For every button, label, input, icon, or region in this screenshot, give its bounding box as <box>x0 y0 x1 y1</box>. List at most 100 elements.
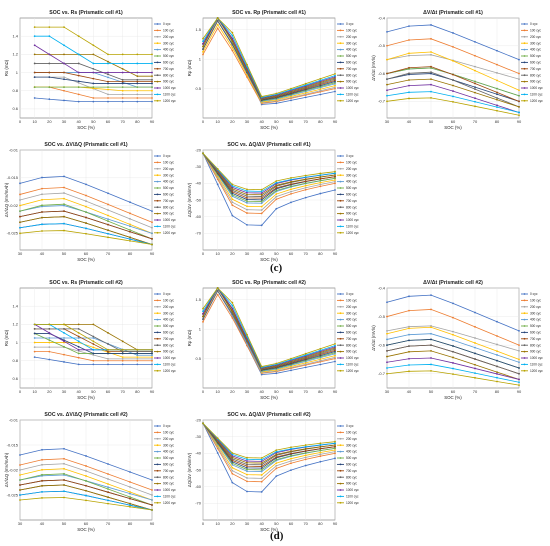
data-point <box>430 71 432 74</box>
legend-label: 1000 cyc <box>530 356 543 360</box>
x-tick-label: 60 <box>84 251 89 256</box>
data-point <box>19 469 21 471</box>
legend-label: 900 cyc <box>346 482 357 486</box>
data-point <box>408 339 410 342</box>
legend-label: 300 cyc <box>346 443 357 447</box>
data-point <box>386 329 388 332</box>
data-point <box>386 315 388 318</box>
data-point <box>496 354 498 356</box>
x-tick-label: 50 <box>429 119 434 124</box>
data-point <box>121 356 124 358</box>
data-point <box>63 462 65 465</box>
subplot-title: SOC vs. Rp (Prismatic cell #1) <box>232 10 306 16</box>
legend-marker <box>339 35 342 38</box>
data-point <box>41 458 43 461</box>
data-point <box>518 58 520 61</box>
data-point <box>77 35 80 38</box>
data-point <box>121 89 124 92</box>
series-line-1000-cyc <box>202 17 336 99</box>
legend-label: 500 cyc <box>163 186 174 190</box>
legend-marker <box>339 482 342 485</box>
legend-marker <box>156 55 159 57</box>
data-point <box>260 462 263 464</box>
data-point <box>92 363 95 366</box>
legend-label: 100 cyc <box>346 431 357 435</box>
data-point <box>452 90 454 92</box>
data-point <box>386 58 388 61</box>
legend-label: 200 cyc <box>163 167 174 171</box>
data-point <box>63 447 65 450</box>
legend-label: 900 cyc <box>163 212 174 216</box>
data-point <box>260 202 263 205</box>
data-point <box>319 447 322 450</box>
data-point <box>107 82 109 85</box>
legend: 0 cyc 100 cyc 200 cyc 300 cyc 400 cyc 500 cyc… <box>521 22 543 103</box>
data-point <box>304 188 307 191</box>
data-point <box>496 97 498 99</box>
data-point <box>77 81 80 84</box>
data-point <box>408 66 410 69</box>
data-point <box>518 378 520 381</box>
data-point <box>452 345 454 347</box>
data-point <box>518 344 520 347</box>
data-point <box>246 212 248 214</box>
data-point <box>496 93 498 96</box>
data-point <box>216 289 219 292</box>
data-point <box>452 302 454 305</box>
data-point <box>304 354 307 356</box>
y-axis-label: ΔV/Δt (mV/s) <box>371 325 376 351</box>
subplot-8: ΔV/Δt (Prismatic cell #2) 30 40 50 60 70 80 90 -… <box>371 280 543 400</box>
x-tick-label: 70 <box>473 389 478 394</box>
legend-marker <box>523 87 526 89</box>
data-point <box>386 355 388 358</box>
legend-label: 400 cyc <box>346 180 357 184</box>
subplot-5: SOC vs. ΔQ/ΔV (Prismatic cell #1) 0 10 20 30… <box>187 142 359 262</box>
data-point <box>304 196 307 199</box>
legend-marker <box>339 87 342 89</box>
data-point <box>319 347 322 350</box>
data-point <box>334 452 336 455</box>
legend-label: 1200 cyc <box>163 501 176 505</box>
data-point <box>33 26 36 28</box>
series-line-500-cyc <box>202 423 336 471</box>
data-point <box>275 467 278 470</box>
data-point <box>107 358 109 360</box>
data-point <box>216 287 219 289</box>
subplot-9: SOC vs. ΔV/ΔQ (Prismatic cell #2) 30 40 50 6… <box>4 412 176 532</box>
data-point <box>231 466 234 469</box>
data-point <box>48 26 51 28</box>
data-point <box>518 89 520 92</box>
subplot-title: SOC vs. ΔV/ΔQ (Prismatic cell #2) <box>44 412 128 418</box>
legend-label: 800 cyc <box>346 73 357 77</box>
data-point <box>260 192 263 194</box>
data-point <box>48 71 51 74</box>
data-point <box>19 210 21 213</box>
data-point <box>334 177 336 180</box>
legend-marker <box>156 344 159 347</box>
legend-marker <box>156 450 159 453</box>
data-point <box>319 442 322 445</box>
y-tick-label: 1 <box>199 56 202 61</box>
legend-label: 900 cyc <box>346 350 357 354</box>
data-point <box>63 203 65 206</box>
data-point <box>136 354 139 357</box>
data-point <box>430 96 432 99</box>
legend-marker <box>156 161 159 164</box>
legend-label: 600 cyc <box>346 61 357 65</box>
data-point <box>518 111 520 114</box>
data-point <box>304 363 307 366</box>
data-point <box>19 226 21 229</box>
legend-label: 300 cyc <box>346 173 357 177</box>
data-point <box>107 232 109 235</box>
data-point <box>334 175 336 178</box>
data-point <box>304 451 307 454</box>
data-point <box>107 88 109 91</box>
data-point <box>136 97 139 99</box>
data-point <box>319 179 322 182</box>
data-point <box>63 474 65 476</box>
x-tick-label: 0 <box>202 119 205 124</box>
data-point <box>151 53 153 56</box>
data-point <box>202 53 204 56</box>
data-point <box>304 180 307 183</box>
data-point <box>33 350 36 353</box>
